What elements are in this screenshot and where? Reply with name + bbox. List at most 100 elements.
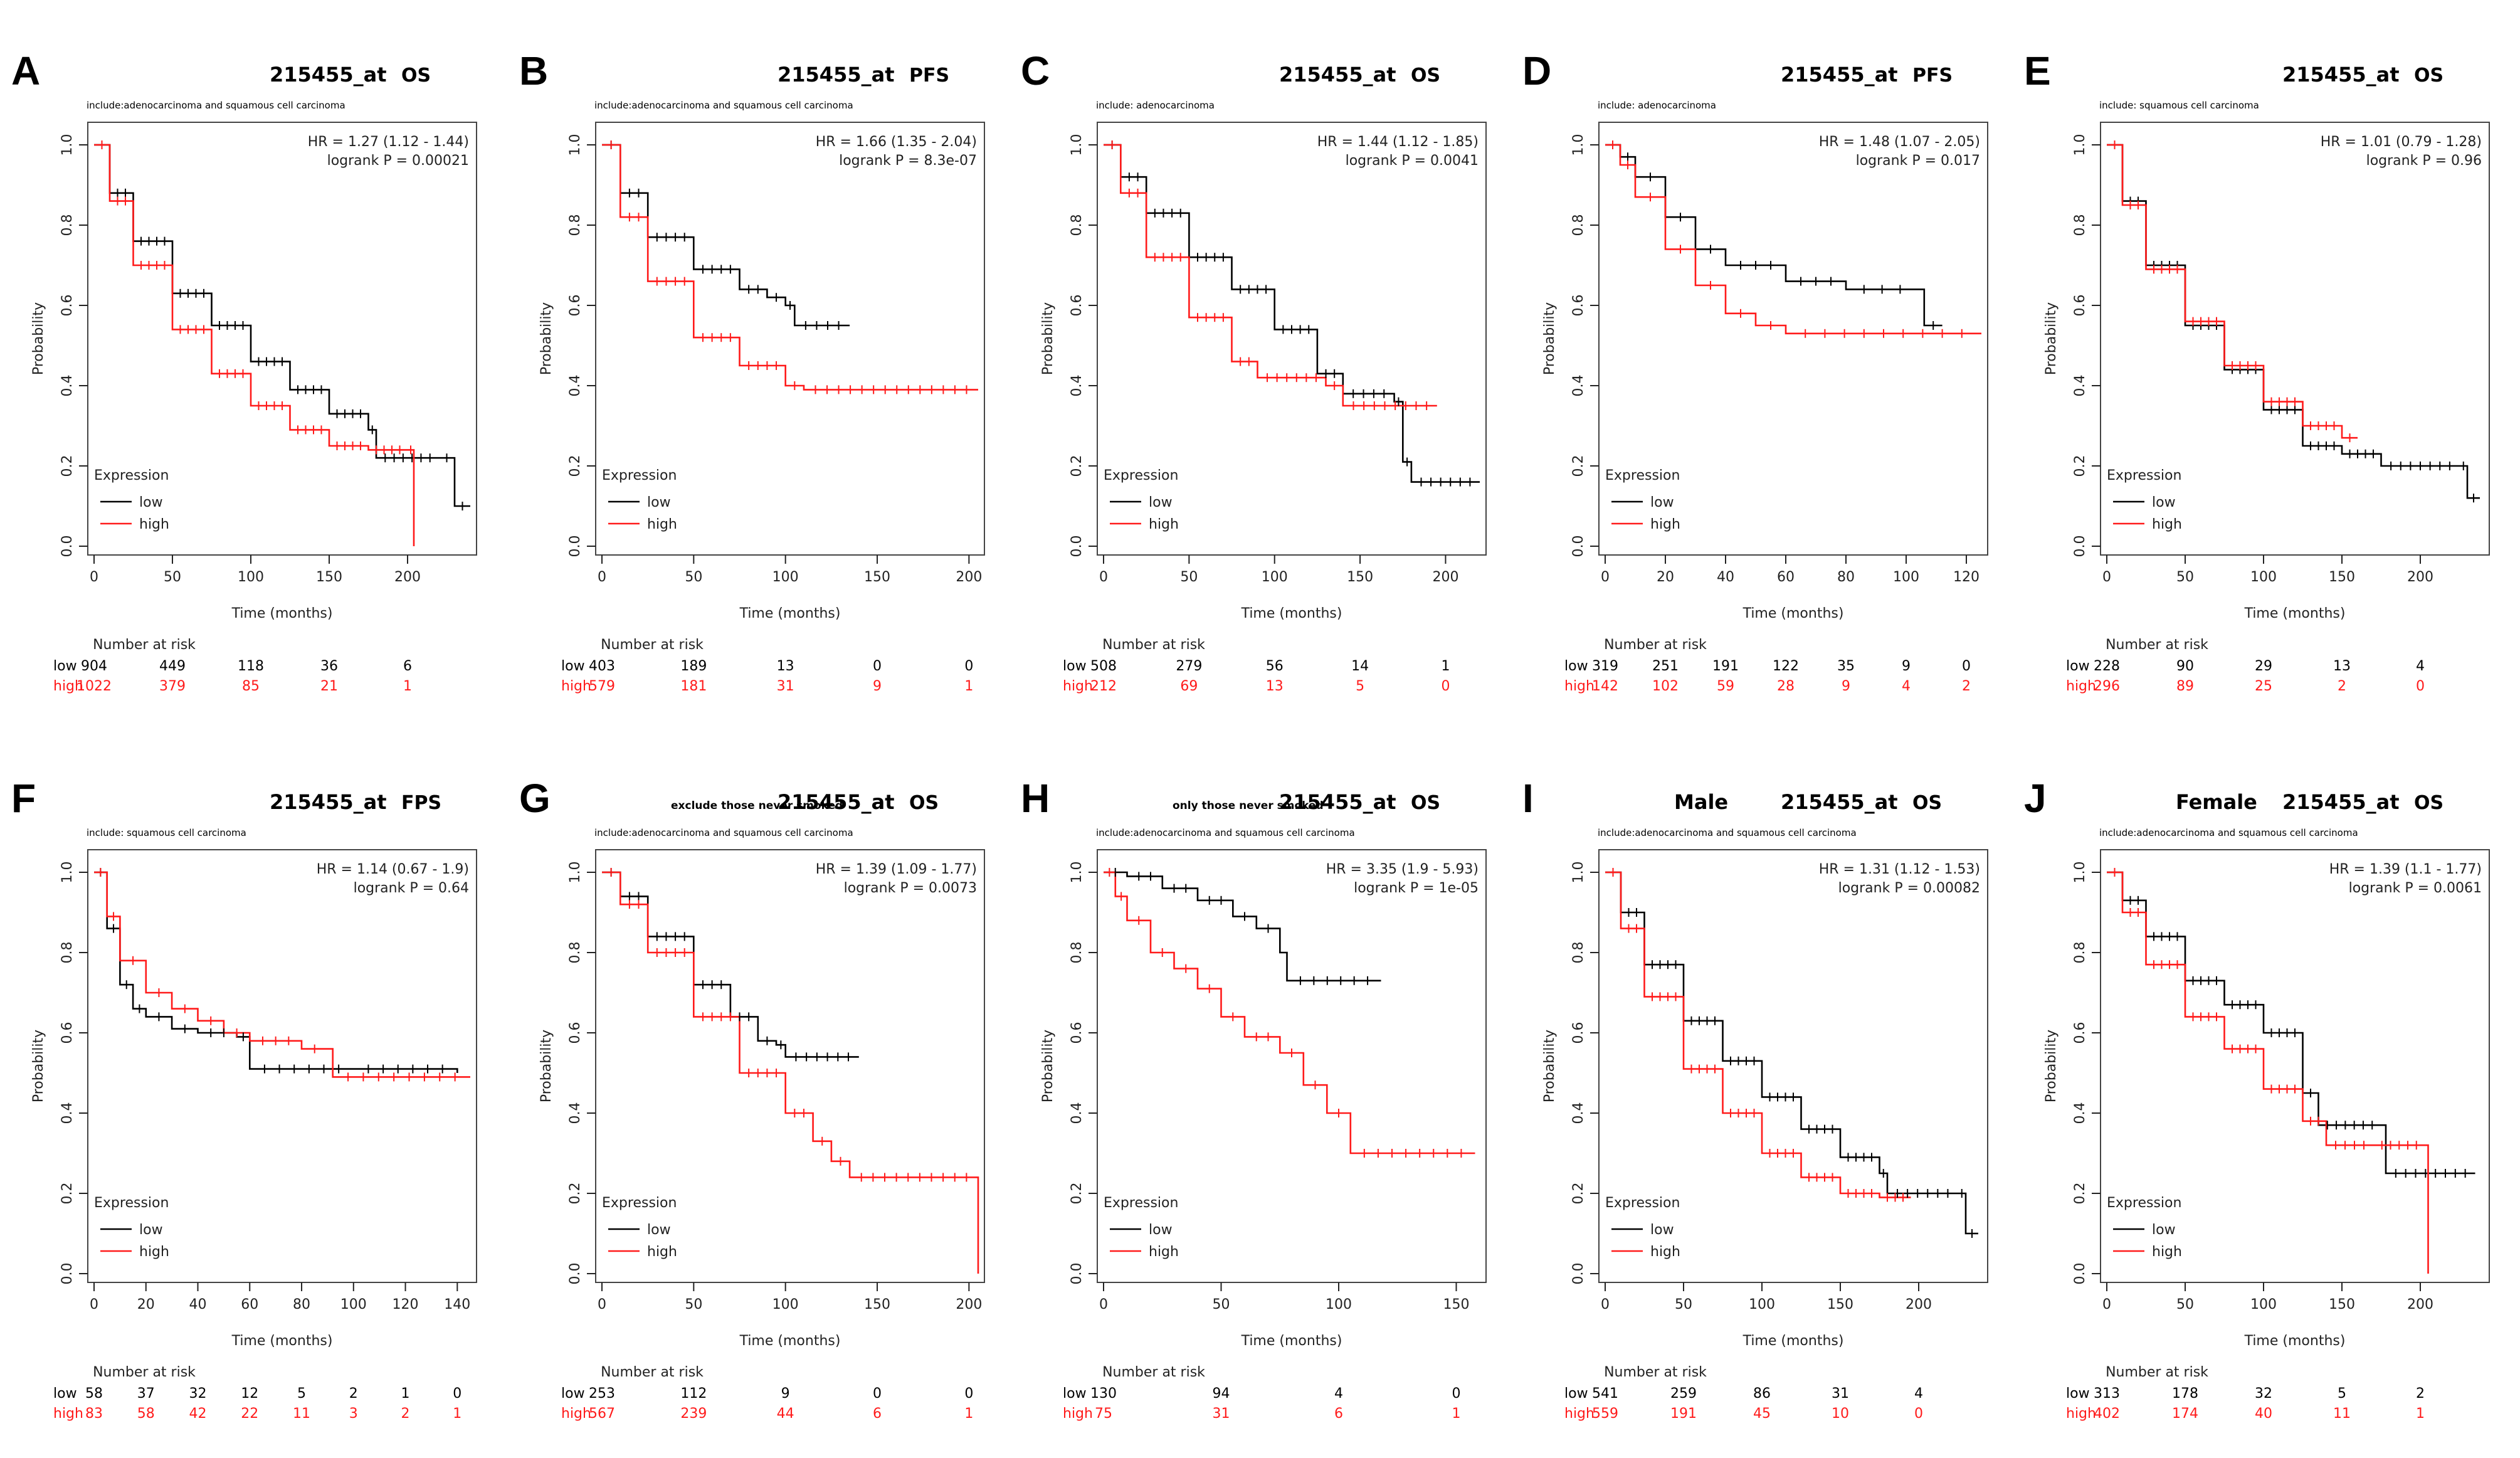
- risk-low-value: 6: [403, 658, 412, 674]
- x-axis-label: Time (months): [739, 606, 841, 621]
- plot-frame: [2100, 122, 2490, 556]
- risk-header: Number at risk: [2106, 637, 2208, 653]
- risk-low-label: low: [2066, 658, 2090, 674]
- risk-high-value: 40: [2255, 1406, 2272, 1422]
- x-tick-label: 0: [598, 569, 606, 585]
- y-tick-label: 0.6: [1069, 1022, 1085, 1044]
- endpoint-title: OS: [401, 65, 431, 87]
- y-tick-label: 1.0: [567, 134, 583, 156]
- risk-header: Number at risk: [2106, 1365, 2208, 1380]
- y-tick-label: 0.8: [567, 942, 583, 964]
- risk-high-value: 579: [589, 679, 615, 694]
- y-tick-label: 0.2: [1571, 455, 1586, 477]
- risk-high-value: 28: [1777, 679, 1795, 694]
- y-tick-label: 0.0: [2072, 1263, 2088, 1285]
- x-axis-label: Time (months): [1742, 1333, 1844, 1349]
- y-axis-label: Probability: [539, 302, 554, 375]
- risk-low-value: 251: [1652, 658, 1679, 674]
- panel-letter: J: [2024, 776, 2047, 821]
- y-tick-label: 0.8: [567, 214, 583, 236]
- low-expression-curve: [1605, 871, 1978, 1235]
- risk-low-value: 0: [964, 658, 973, 674]
- y-tick-label: 0.4: [1069, 375, 1085, 397]
- risk-low-value: 228: [2094, 658, 2120, 674]
- legend-title: Expression: [1104, 468, 1178, 483]
- risk-low-value: 122: [1773, 658, 1799, 674]
- legend-title: Expression: [1605, 468, 1680, 483]
- x-axis-label: Time (months): [1742, 606, 1844, 621]
- risk-high-value: 212: [1090, 679, 1117, 694]
- x-tick-label: 0: [598, 1297, 606, 1313]
- risk-low-value: 319: [1592, 658, 1618, 674]
- y-tick-label: 1.0: [567, 862, 583, 884]
- endpoint-title: PFS: [1912, 65, 1953, 87]
- risk-low-value: 31: [1832, 1386, 1849, 1402]
- risk-high-value: 45: [1753, 1406, 1771, 1422]
- hazard-ratio: HR = 1.39 (1.09 - 1.77): [816, 862, 977, 877]
- x-axis-label: Time (months): [739, 1333, 841, 1349]
- risk-low-value: 0: [873, 1386, 882, 1402]
- risk-high-label: high: [2066, 1406, 2096, 1422]
- low-expression-curve: [1104, 144, 1480, 483]
- risk-high-label: high: [2066, 679, 2096, 694]
- risk-low-value: 178: [2172, 1386, 2198, 1402]
- y-tick-label: 0.0: [1069, 536, 1085, 557]
- risk-low-value: 5: [297, 1386, 306, 1402]
- probe-title: 215455_at: [1279, 63, 1396, 87]
- x-tick-label: 150: [1443, 1297, 1470, 1313]
- plot-frame: [1598, 849, 1988, 1283]
- y-tick-label: 0.4: [2072, 375, 2088, 397]
- risk-low-value: 2: [349, 1386, 358, 1402]
- y-tick-label: 0.0: [60, 1263, 75, 1285]
- y-tick-label: 0.4: [567, 1102, 583, 1124]
- x-axis-label: Time (months): [2244, 1333, 2346, 1349]
- x-tick-label: 200: [1432, 569, 1458, 585]
- x-tick-label: 0: [1601, 569, 1610, 585]
- risk-high-value: 0: [1441, 679, 1450, 694]
- risk-header: Number at risk: [601, 1365, 704, 1380]
- high-expression-curve: [94, 144, 415, 546]
- subtitle: include: adenocarcinoma: [1096, 100, 1215, 111]
- y-tick-label: 1.0: [1571, 134, 1586, 156]
- legend-low-label: low: [647, 495, 671, 510]
- risk-high-value: 6: [1334, 1406, 1343, 1422]
- low-expression-curve: [1104, 871, 1381, 982]
- legend-low-label: low: [139, 1222, 163, 1238]
- risk-high-value: 31: [1213, 1406, 1230, 1422]
- risk-high-label: high: [1564, 1406, 1595, 1422]
- probe-title: 215455_at: [1781, 790, 1897, 814]
- logrank-p: logrank P = 0.96: [2366, 153, 2482, 169]
- y-tick-label: 0.0: [1571, 1263, 1586, 1285]
- km-panel-A: A 215455_at OS include:adenocarcinoma and s…: [11, 48, 477, 694]
- risk-high-value: 174: [2172, 1406, 2198, 1422]
- x-tick-label: 40: [189, 1297, 207, 1313]
- risk-header: Number at risk: [1102, 637, 1205, 653]
- risk-header: Number at risk: [1102, 1365, 1205, 1380]
- x-tick-label: 0: [2102, 1297, 2111, 1313]
- legend-low-label: low: [139, 495, 163, 510]
- legend-low-label: low: [1650, 495, 1674, 510]
- hazard-ratio: HR = 1.48 (1.07 - 2.05): [1819, 134, 1980, 150]
- endpoint-title: OS: [909, 792, 939, 814]
- risk-low-value: 904: [81, 658, 107, 674]
- x-tick-label: 50: [164, 569, 181, 585]
- risk-low-value: 94: [1213, 1386, 1230, 1402]
- risk-low-value: 112: [680, 1386, 707, 1402]
- risk-high-value: 42: [189, 1406, 207, 1422]
- subtitle: include: adenocarcinoma: [1598, 100, 1716, 111]
- x-tick-label: 50: [685, 569, 702, 585]
- x-tick-label: 100: [238, 569, 264, 585]
- risk-high-value: 1: [964, 679, 973, 694]
- y-tick-label: 0.6: [1069, 295, 1085, 317]
- high-expression-curve: [602, 871, 979, 1274]
- risk-high-value: 559: [1592, 1406, 1618, 1422]
- risk-low-label: low: [53, 658, 77, 674]
- risk-high-label: high: [561, 1406, 591, 1422]
- y-tick-label: 0.8: [1069, 214, 1085, 236]
- risk-high-value: 21: [320, 679, 338, 694]
- risk-high-value: 567: [589, 1406, 615, 1422]
- risk-low-value: 14: [1351, 658, 1369, 674]
- hazard-ratio: HR = 1.44 (1.12 - 1.85): [1317, 134, 1479, 150]
- risk-low-value: 0: [1452, 1386, 1461, 1402]
